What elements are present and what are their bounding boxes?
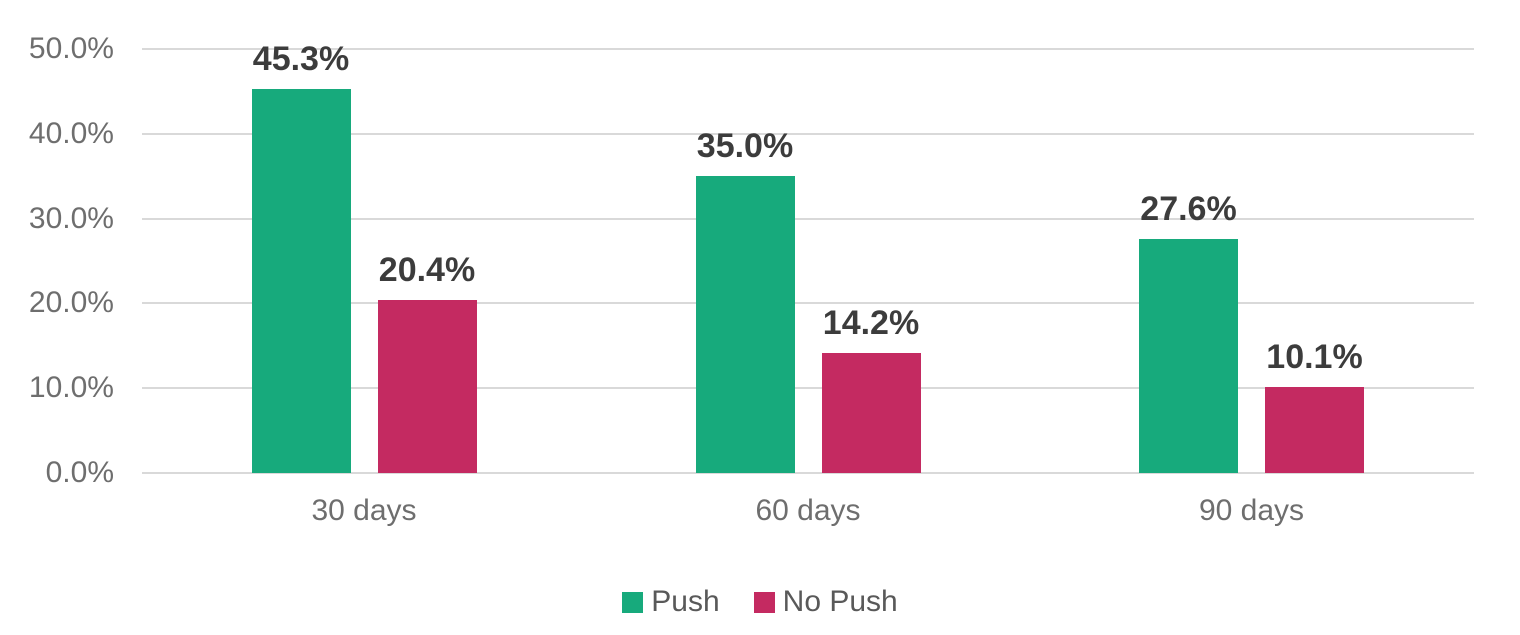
y-axis-tick-label: 40.0% [28, 116, 114, 150]
gridline [142, 302, 1474, 305]
gridline [142, 132, 1474, 135]
bar-no-push-90-days [1265, 387, 1364, 473]
y-axis-tick-label: 50.0% [28, 32, 114, 65]
gridline [142, 48, 1474, 50]
legend-label: No Push [782, 585, 898, 618]
bar-push-60-days [695, 176, 795, 473]
bar-push-90-days [1139, 238, 1238, 473]
bar-value-label: 35.0% [696, 127, 794, 166]
bar-push-30-days [251, 88, 351, 473]
legend-label: Push [651, 585, 720, 618]
bar-no-push-30-days [377, 300, 477, 473]
legend-item-push: Push [622, 585, 720, 618]
y-axis-tick-label: 10.0% [28, 371, 114, 405]
legend-swatch-no-push [753, 591, 775, 613]
legend: Push No Push [0, 586, 1520, 618]
y-axis-tick-label: 0.0% [45, 456, 114, 489]
gridline [142, 217, 1474, 220]
bar-value-label: 45.3% [252, 39, 350, 78]
x-axis-category-label: 60 days [755, 494, 861, 527]
y-axis-tick-label: 20.0% [28, 286, 114, 320]
gridline [142, 472, 1474, 474]
bar-value-label: 27.6% [1140, 189, 1237, 228]
legend-swatch-push [622, 591, 644, 613]
x-axis-category-label: 90 days [1198, 494, 1305, 527]
bar-value-label: 20.4% [378, 251, 476, 290]
bar-value-label: 10.1% [1266, 338, 1363, 377]
y-axis-tick-label: 30.0% [28, 201, 114, 235]
bar-value-label: 14.2% [822, 303, 920, 342]
x-axis-category-label: 30 days [311, 494, 417, 527]
gridline [142, 387, 1474, 390]
bar-no-push-60-days [821, 352, 921, 473]
legend-item-no-push: No Push [753, 585, 898, 618]
